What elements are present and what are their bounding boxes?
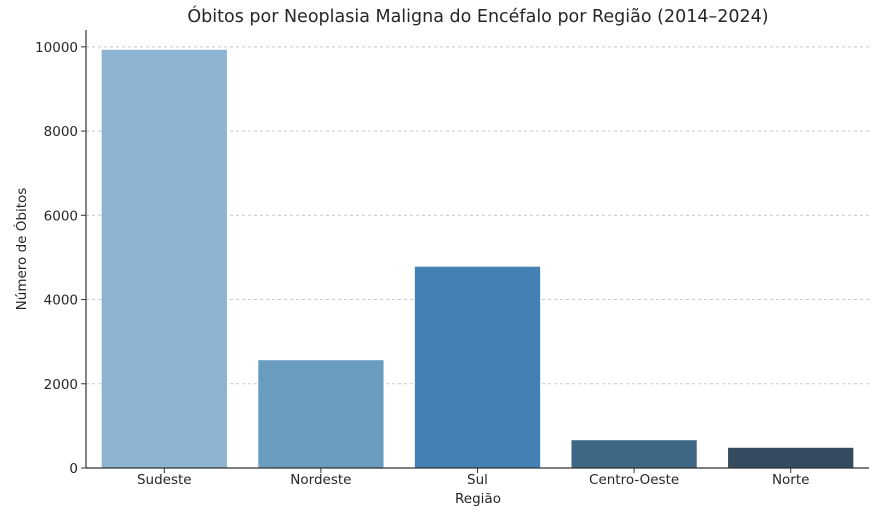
- x-tick-label: Centro-Oeste: [589, 472, 679, 488]
- chart-title: Óbitos por Neoplasia Maligna do Encéfalo…: [187, 5, 768, 27]
- y-tick-label: 10000: [35, 40, 78, 56]
- bar-nordeste: [258, 360, 384, 468]
- bar-sul: [414, 266, 541, 468]
- x-ticks: Sudeste Nordeste Sul Centro-Oeste Norte: [137, 468, 809, 488]
- y-tick-label: 6000: [44, 208, 78, 224]
- bar-centro-oeste: [571, 440, 697, 468]
- bar-norte: [728, 447, 854, 468]
- bars: [101, 49, 854, 469]
- y-axis-label: Número de Óbitos: [12, 188, 30, 311]
- x-tick-label: Norte: [772, 472, 810, 488]
- y-tick-label: 2000: [44, 377, 78, 393]
- x-tick-label: Nordeste: [290, 472, 351, 488]
- y-tick-label: 0: [69, 461, 78, 477]
- x-tick-label: Sudeste: [137, 472, 192, 488]
- y-tick-label: 4000: [44, 293, 78, 309]
- bar-sudeste: [101, 49, 227, 469]
- x-axis-label: Região: [455, 491, 501, 507]
- y-tick-label: 8000: [44, 124, 78, 140]
- x-tick-label: Sul: [467, 472, 488, 488]
- y-ticks: 0 2000 4000 6000 8000 10000: [35, 40, 86, 477]
